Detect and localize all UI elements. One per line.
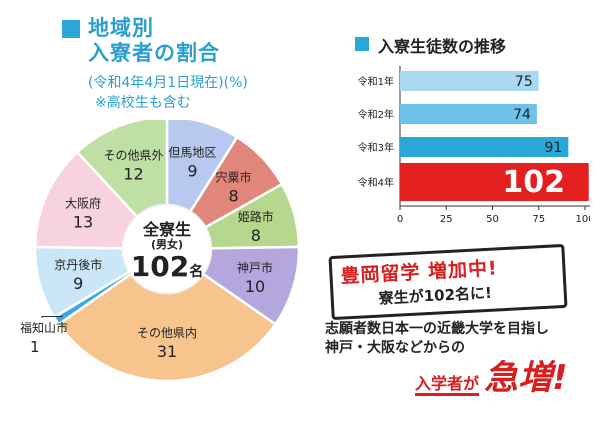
pie-leader-line xyxy=(41,315,63,318)
bar-value-label: 102 xyxy=(502,165,565,200)
bar-category-label: 令和3年 xyxy=(358,141,394,154)
pie-label-value: 13 xyxy=(73,212,93,231)
bars-title: 入寮生徒数の推移 xyxy=(378,37,507,56)
bar-value-label: 74 xyxy=(513,107,531,123)
bar-x-tick-label: 100 xyxy=(575,214,590,225)
pie-label-name: その他県内 xyxy=(137,326,197,340)
bar xyxy=(400,104,537,124)
pie-title-line2: 入寮者の割合 xyxy=(88,41,220,65)
callout-subline: 寮生が102名に! xyxy=(378,283,493,308)
body-line2: 神戸・大阪などからの xyxy=(325,340,465,356)
pie-label-name: 神戸市 xyxy=(237,260,273,275)
bar-x-tick-label: 0 xyxy=(397,214,403,225)
pie-label-value: 1 xyxy=(30,338,40,356)
incl-note: ※高校生も含む xyxy=(95,95,191,111)
pie-center-count: 102名 xyxy=(123,250,211,283)
pie-label-value: 8 xyxy=(251,226,261,245)
bar xyxy=(400,163,589,201)
pie-center-label: 全寮生 xyxy=(142,220,191,239)
bar-x-tick-label: 25 xyxy=(440,214,453,225)
bar-value-label: 91 xyxy=(545,140,563,156)
bar xyxy=(400,71,539,91)
pie-center-count-unit: 名 xyxy=(189,264,204,280)
pie-label-value: 9 xyxy=(73,274,83,293)
pie-label-name: 但馬地区 xyxy=(168,146,216,160)
bar-category-label: 令和2年 xyxy=(358,108,394,121)
bar-chart: 令和1年 75 令和2年 74 令和3年 91 令和4年 102 0 25 50 75 100 xyxy=(358,66,590,225)
pie-label-name: 宍粟市 xyxy=(216,169,252,184)
pie-label-value: 12 xyxy=(123,164,143,183)
pie-title-line1: 地域別 xyxy=(88,16,154,40)
callout-box: 豊岡留学 増加中! 寮生が102名に! xyxy=(328,243,568,321)
bar xyxy=(400,137,569,157)
body-line3-b: 急増! xyxy=(484,358,568,398)
pie-center-count-value: 102 xyxy=(130,250,190,283)
date-note: (令和4年4月1日現在)(%) xyxy=(88,75,248,91)
pie-label-name: 姫路市 xyxy=(238,209,274,224)
title-square-icon xyxy=(62,20,80,38)
body-line3: 入学者が 急増! xyxy=(415,350,568,399)
bar-value-label: 75 xyxy=(515,74,533,90)
pie-center-circle: 全寮生 (男女) 102名 xyxy=(123,205,211,293)
pie-label-name: 京丹後市 xyxy=(54,257,102,272)
bar-category-label: 令和1年 xyxy=(358,75,394,88)
pie-label-name: 福知山市 xyxy=(20,320,68,335)
pie-label-name: その他県外 xyxy=(103,148,163,162)
body-line1: 志願者数日本一の近畿大学を目指し xyxy=(325,321,549,337)
bar-category-label: 令和4年 xyxy=(358,176,394,189)
bar-x-tick-label: 50 xyxy=(486,214,499,225)
body-line3-a: 入学者が xyxy=(415,374,480,396)
bar-x-tick-label: 75 xyxy=(532,214,545,225)
pie-center-sub: (男女) xyxy=(150,238,184,251)
pie-label-value: 9 xyxy=(187,162,197,181)
pie-label-name: 大阪府 xyxy=(65,195,101,210)
pie-label-value: 8 xyxy=(228,186,238,205)
pie-label-value: 10 xyxy=(245,277,265,296)
bars-title-square-icon xyxy=(355,37,369,51)
pie-label-value: 31 xyxy=(157,342,177,361)
